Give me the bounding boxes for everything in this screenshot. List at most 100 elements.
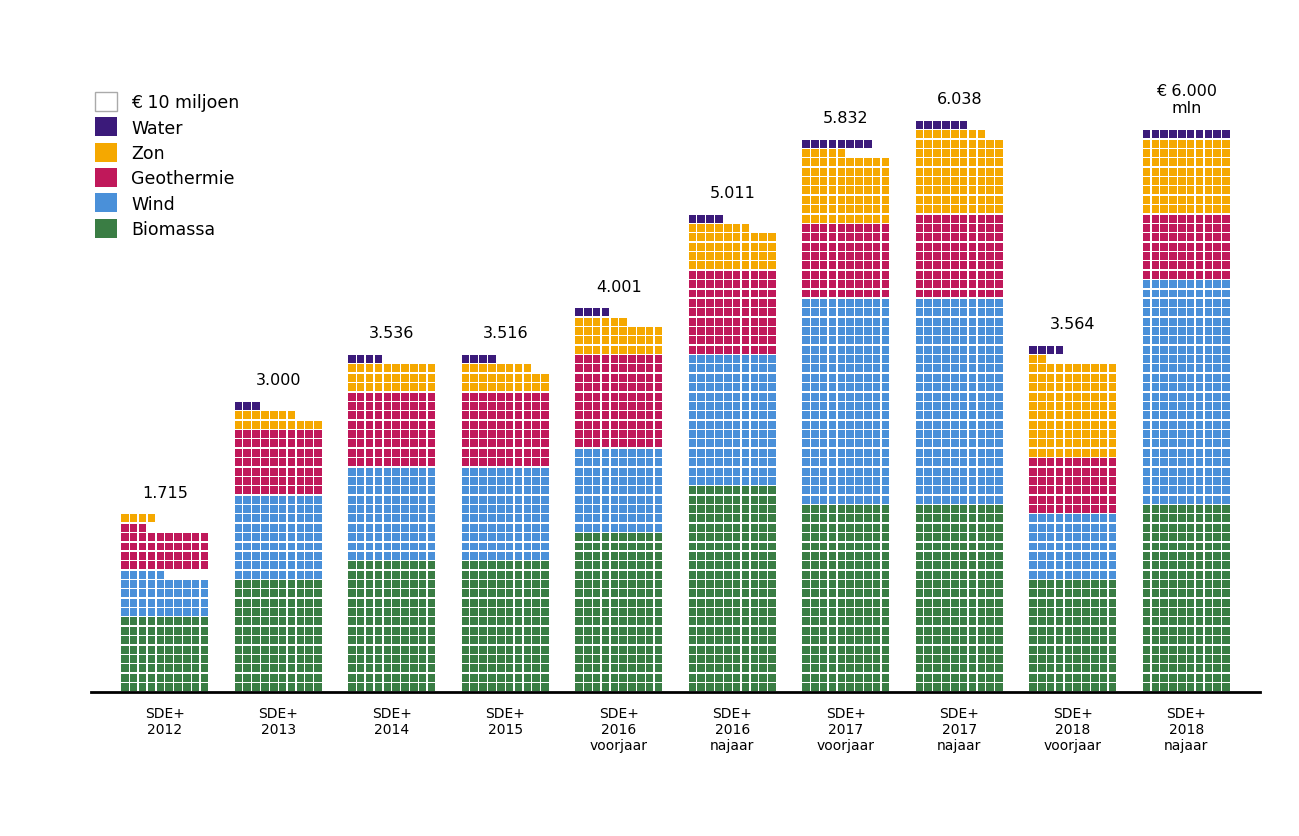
Bar — [348, 609, 356, 616]
Bar — [838, 263, 846, 270]
Bar — [882, 562, 890, 569]
Bar — [392, 627, 400, 635]
Bar — [174, 562, 182, 569]
Bar — [1187, 308, 1195, 317]
Bar — [960, 355, 968, 364]
Bar — [165, 665, 173, 672]
Bar — [620, 599, 627, 607]
Bar — [855, 159, 863, 167]
Bar — [1213, 589, 1221, 598]
Bar — [1038, 599, 1046, 607]
Bar — [751, 524, 759, 532]
Bar — [820, 477, 827, 486]
Bar — [847, 496, 853, 504]
Bar — [1187, 187, 1195, 195]
Bar — [716, 328, 722, 335]
Bar — [847, 477, 853, 486]
Bar — [1169, 431, 1177, 439]
Bar — [1091, 636, 1099, 645]
Bar — [724, 487, 731, 495]
Bar — [688, 562, 696, 569]
Bar — [882, 243, 890, 252]
Bar — [410, 524, 417, 532]
Bar — [864, 384, 872, 392]
Bar — [479, 674, 487, 682]
Bar — [716, 645, 722, 654]
Bar — [1143, 355, 1150, 364]
Bar — [1160, 506, 1168, 513]
Bar — [514, 421, 522, 429]
Bar — [1160, 449, 1168, 457]
Bar — [1151, 543, 1159, 551]
Bar — [130, 562, 138, 569]
Bar — [768, 365, 776, 373]
Bar — [611, 655, 618, 663]
Bar — [461, 636, 469, 645]
Bar — [1169, 299, 1177, 308]
Bar — [1082, 459, 1090, 466]
Bar — [575, 375, 583, 382]
Bar — [916, 524, 924, 532]
Bar — [1204, 159, 1212, 167]
Bar — [585, 609, 591, 616]
Bar — [1109, 571, 1116, 579]
Bar — [847, 140, 853, 149]
Bar — [1143, 216, 1150, 223]
Bar — [655, 375, 662, 382]
Bar — [1178, 449, 1186, 457]
Bar — [611, 533, 618, 542]
Bar — [760, 421, 766, 429]
Bar — [470, 421, 478, 429]
Bar — [1178, 506, 1186, 513]
Bar — [505, 365, 513, 373]
Bar — [427, 665, 435, 672]
Bar — [1178, 252, 1186, 261]
Bar — [296, 515, 304, 522]
Bar — [611, 328, 618, 335]
Bar — [374, 496, 382, 504]
Bar — [873, 308, 881, 317]
Bar — [1047, 683, 1055, 691]
Bar — [174, 553, 182, 560]
Bar — [505, 506, 513, 513]
Bar — [707, 487, 714, 495]
Bar — [751, 627, 759, 635]
Bar — [1187, 524, 1195, 532]
Bar — [951, 627, 959, 635]
Bar — [873, 589, 881, 598]
Bar — [629, 477, 635, 486]
Bar — [855, 308, 863, 317]
Bar — [934, 487, 940, 495]
Bar — [934, 506, 940, 513]
Bar — [592, 683, 600, 691]
Bar — [960, 308, 968, 317]
Bar — [514, 496, 522, 504]
Bar — [488, 553, 496, 560]
Bar — [873, 431, 881, 439]
Text: 5.011: 5.011 — [709, 186, 755, 201]
Bar — [401, 384, 409, 392]
Bar — [1160, 524, 1168, 532]
Bar — [243, 449, 251, 457]
Bar — [1222, 243, 1230, 252]
Bar — [1160, 431, 1168, 439]
Bar — [995, 440, 1003, 448]
Bar — [1187, 599, 1195, 607]
Bar — [811, 365, 818, 373]
Bar — [873, 225, 881, 232]
Bar — [1169, 140, 1177, 149]
Bar — [629, 431, 635, 439]
Bar — [1178, 187, 1186, 195]
Bar — [201, 683, 208, 691]
Bar — [1091, 431, 1099, 439]
Bar — [925, 609, 931, 616]
Bar — [969, 421, 977, 429]
Bar — [1029, 683, 1037, 691]
Bar — [201, 627, 208, 635]
Bar — [820, 308, 827, 317]
Bar — [820, 206, 827, 214]
Bar — [1187, 487, 1195, 495]
Bar — [1178, 234, 1186, 242]
Bar — [707, 328, 714, 335]
Bar — [1151, 665, 1159, 672]
